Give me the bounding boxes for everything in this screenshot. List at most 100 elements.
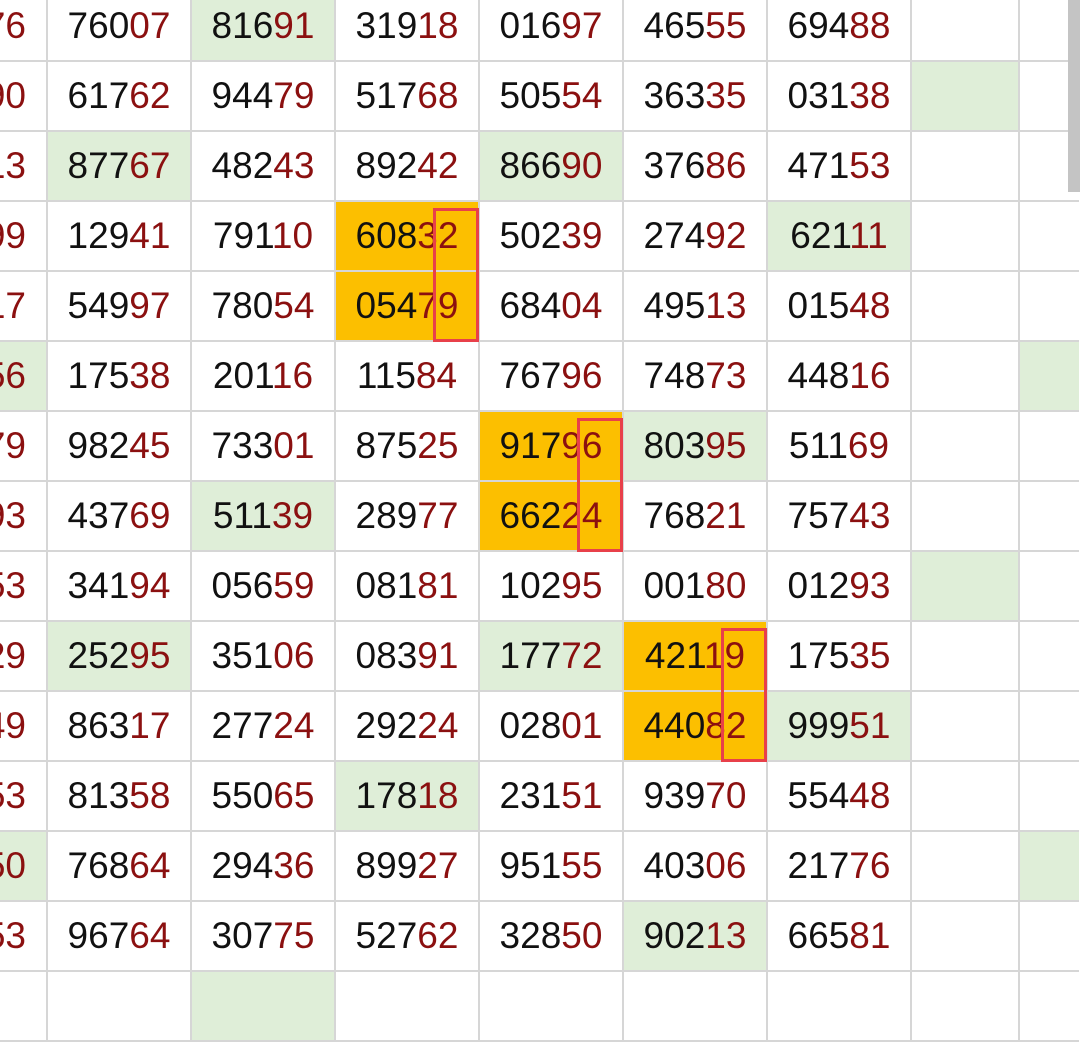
table-cell[interactable] — [912, 972, 1020, 1042]
table-cell[interactable]: 50554 — [480, 62, 624, 132]
table-cell[interactable]: 23151 — [480, 762, 624, 832]
table-cell-partial[interactable]: 79 — [0, 412, 48, 482]
table-cell-partial[interactable]: 29 — [0, 622, 48, 692]
table-cell[interactable]: 27492 — [624, 202, 768, 272]
table-cell[interactable]: 86690 — [480, 132, 624, 202]
table-cell[interactable]: 36335 — [624, 62, 768, 132]
table-cell[interactable] — [1020, 552, 1079, 622]
table-cell-partial[interactable]: 93 — [0, 482, 48, 552]
table-cell[interactable]: 32850 — [480, 902, 624, 972]
table-cell[interactable]: 60832 — [336, 202, 480, 342]
table-cell-partial[interactable]: 17 — [0, 272, 48, 342]
table-cell[interactable]: 51139 — [192, 482, 336, 552]
table-cell[interactable]: 81358 — [48, 762, 192, 832]
table-cell[interactable]: 66581 — [768, 902, 912, 972]
table-cell-partial[interactable] — [0, 972, 48, 1042]
table-cell[interactable]: 30775 — [192, 902, 336, 972]
table-cell[interactable]: 50239 — [480, 202, 624, 272]
table-cell[interactable]: 03138 — [768, 62, 912, 132]
table-cell[interactable]: 55448 — [768, 762, 912, 832]
table-cell[interactable]: 89927 — [336, 832, 480, 902]
table-cell[interactable] — [912, 692, 1020, 762]
table-cell[interactable]: 17818 — [336, 762, 480, 832]
table-cell[interactable]: 25295 — [48, 622, 192, 692]
table-cell[interactable] — [912, 902, 1020, 972]
table-cell[interactable]: 28977 — [336, 482, 480, 552]
table-cell[interactable]: 79110 — [192, 202, 336, 272]
table-cell[interactable]: 10295 — [480, 552, 624, 622]
table-cell[interactable]: 51169 — [768, 412, 912, 482]
table-cell-partial[interactable]: 99 — [0, 202, 48, 272]
table-cell[interactable]: 08391 — [336, 622, 480, 692]
table-cell[interactable]: 08181 — [336, 552, 480, 622]
table-cell[interactable]: 44816 — [768, 342, 912, 412]
table-cell[interactable]: 76821 — [624, 482, 768, 552]
table-cell[interactable]: 74873 — [624, 342, 768, 412]
table-cell[interactable] — [1020, 972, 1079, 1042]
table-cell[interactable]: 78054 — [192, 272, 336, 342]
table-cell[interactable]: 99951 — [768, 692, 912, 762]
table-cell-partial[interactable]: 50 — [0, 832, 48, 902]
table-cell[interactable]: 54997 — [48, 272, 192, 342]
table-cell[interactable] — [336, 972, 480, 1042]
table-cell[interactable]: 52762 — [336, 902, 480, 972]
table-cell[interactable]: 87525 — [336, 412, 480, 482]
table-cell[interactable] — [1020, 62, 1079, 132]
table-cell[interactable]: 76796 — [480, 342, 624, 412]
table-cell[interactable]: 91796 — [480, 412, 624, 552]
table-cell[interactable] — [1020, 622, 1079, 692]
table-cell[interactable] — [912, 832, 1020, 902]
table-cell[interactable]: 17535 — [768, 622, 912, 692]
table-cell[interactable]: 11584 — [336, 342, 480, 412]
table-cell[interactable] — [768, 972, 912, 1042]
table-cell[interactable]: 68404 — [480, 272, 624, 342]
table-cell[interactable]: 37686 — [624, 132, 768, 202]
table-cell[interactable] — [1020, 272, 1079, 342]
table-cell[interactable] — [480, 972, 624, 1042]
table-cell[interactable]: 02801 — [480, 692, 624, 762]
table-cell-partial[interactable]: 56 — [0, 342, 48, 412]
table-cell[interactable]: 47153 — [768, 132, 912, 202]
table-cell[interactable]: 94479 — [192, 62, 336, 132]
table-cell[interactable] — [1020, 202, 1079, 272]
table-cell-partial[interactable]: 53 — [0, 902, 48, 972]
table-cell[interactable] — [1020, 342, 1079, 412]
table-cell[interactable] — [48, 972, 192, 1042]
table-cell[interactable]: 00180 — [624, 552, 768, 622]
table-cell[interactable]: 75743 — [768, 482, 912, 552]
table-cell[interactable]: 31918 — [336, 0, 480, 62]
table-cell[interactable]: 01293 — [768, 552, 912, 622]
table-cell[interactable]: 98245 — [48, 412, 192, 482]
table-cell[interactable]: 76007 — [48, 0, 192, 62]
table-cell[interactable]: 95155 — [480, 832, 624, 902]
table-cell[interactable]: 90213 — [624, 902, 768, 972]
table-cell[interactable] — [912, 132, 1020, 202]
table-cell[interactable]: 01697 — [480, 0, 624, 62]
table-cell[interactable]: 17772 — [480, 622, 624, 692]
table-cell[interactable] — [1020, 762, 1079, 832]
table-cell[interactable]: 86317 — [48, 692, 192, 762]
table-cell[interactable]: 46555 — [624, 0, 768, 62]
table-cell[interactable]: 73301 — [192, 412, 336, 482]
table-cell[interactable]: 29436 — [192, 832, 336, 902]
table-cell[interactable]: 66224 — [480, 482, 624, 552]
table-cell[interactable]: 87767 — [48, 132, 192, 202]
table-cell[interactable]: 69488 — [768, 0, 912, 62]
table-cell[interactable]: 61762 — [48, 62, 192, 132]
table-cell[interactable]: 49513 — [624, 272, 768, 342]
table-cell-partial[interactable]: 49 — [0, 692, 48, 762]
table-cell[interactable]: 29224 — [336, 692, 480, 762]
table-cell[interactable]: 76864 — [48, 832, 192, 902]
table-cell[interactable] — [912, 482, 1020, 552]
table-cell[interactable]: 40306 — [624, 832, 768, 902]
table-cell[interactable] — [1020, 0, 1079, 62]
table-cell[interactable]: 44082 — [624, 692, 768, 762]
table-cell[interactable] — [1020, 692, 1079, 762]
table-cell[interactable]: 34194 — [48, 552, 192, 622]
table-cell[interactable]: 89242 — [336, 132, 480, 202]
table-cell[interactable] — [912, 762, 1020, 832]
table-cell[interactable]: 43769 — [48, 482, 192, 552]
table-cell[interactable]: 01548 — [768, 272, 912, 342]
table-cell-partial[interactable]: 76 — [0, 0, 48, 62]
table-cell[interactable]: 20116 — [192, 342, 336, 412]
